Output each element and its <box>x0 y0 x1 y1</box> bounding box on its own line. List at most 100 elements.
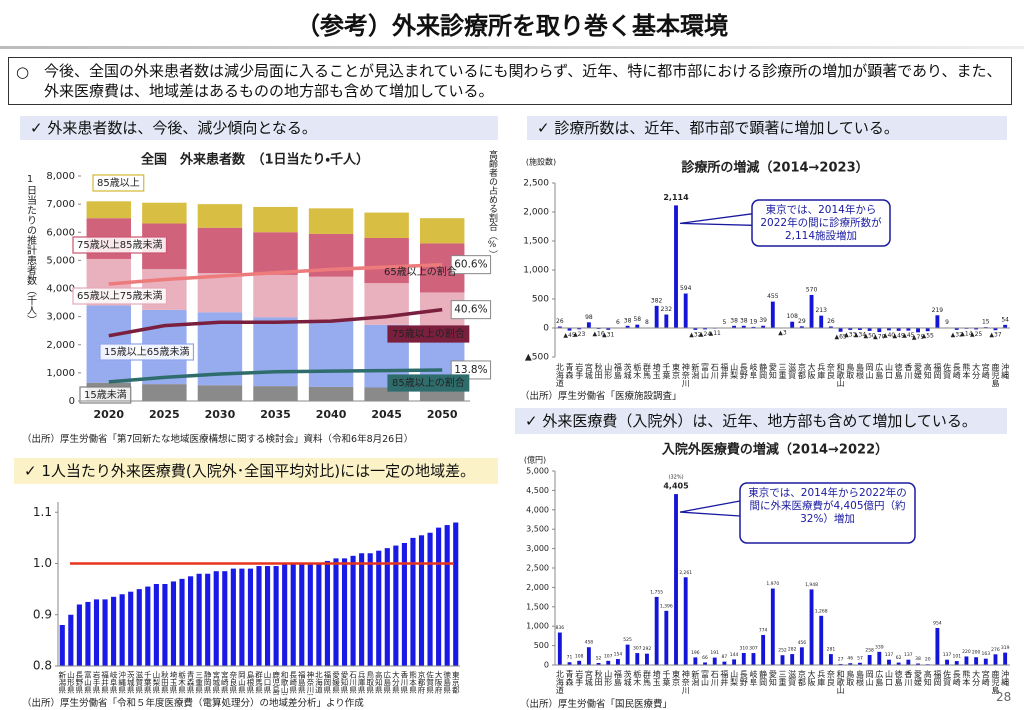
bar-segment <box>253 232 297 275</box>
x-tick-label: 北海道 <box>555 363 564 388</box>
value-label: 38 <box>730 317 738 324</box>
value-label: 15 <box>982 319 990 326</box>
x-tick-label: 宮城 <box>584 362 593 380</box>
bar <box>222 571 227 666</box>
value-label: 71 <box>567 655 573 661</box>
annotation-pointer <box>680 214 752 226</box>
bar <box>197 574 202 666</box>
chart-title: 入院外医療費の増減（2014→2022） <box>661 442 888 458</box>
x-tick-label: 愛知 <box>768 669 777 687</box>
x-tick-label: 沖縄 <box>1001 669 1010 687</box>
bar <box>85 602 90 666</box>
value-label: ▲23 <box>573 331 585 338</box>
value-label: 62 <box>896 655 902 661</box>
bar <box>154 584 159 666</box>
value-label: 19 <box>750 318 758 325</box>
bar <box>974 657 978 665</box>
value-label: 191 <box>710 650 719 656</box>
bar <box>935 315 939 328</box>
value-label: 108 <box>575 653 584 659</box>
bar <box>410 538 415 666</box>
bar <box>299 564 304 667</box>
y-tick-label: 1,500 <box>526 602 549 611</box>
y-tick-label: 6,000 <box>46 227 75 238</box>
y-tick-label: 4,000 <box>526 505 549 514</box>
y2-axis-label: 高齢者の占める割合（%） <box>487 149 498 259</box>
y-tick-label: 4,000 <box>46 284 75 295</box>
bar <box>693 657 697 665</box>
bar <box>60 625 65 666</box>
bar <box>752 653 756 665</box>
x-tick-label: 愛媛 <box>914 362 923 380</box>
bar <box>376 551 381 666</box>
source-note: （出所）厚生労働省「第7回新たな地域医療構想に関する検討会」資料（令和6年8月2… <box>22 431 413 445</box>
value-label: 9 <box>945 319 949 326</box>
bar <box>128 592 133 666</box>
value-label: 98 <box>585 314 593 321</box>
bar <box>587 647 591 665</box>
bar <box>282 564 287 667</box>
x-tick-label: 岡山 <box>865 670 874 686</box>
value-label: 8 <box>645 319 649 326</box>
x-tick-label: 京都 <box>797 670 806 687</box>
bar-segment <box>253 386 297 401</box>
y-tick-label: 3,000 <box>526 544 549 553</box>
x-tick-label: 広島 <box>875 363 884 380</box>
x-tick-label: 熊本 <box>962 362 971 380</box>
x-tick-label: 千葉 <box>662 362 671 380</box>
x-tick-label: 群馬 <box>642 362 651 380</box>
bar <box>771 589 775 665</box>
bar <box>664 611 668 665</box>
x-tick-label: 山形 <box>604 363 613 380</box>
bar <box>402 543 407 666</box>
value-label: 27 <box>838 656 844 662</box>
value-label: 292 <box>643 646 652 652</box>
bar-segment <box>309 277 353 321</box>
bar <box>214 571 219 666</box>
bar <box>145 587 150 666</box>
x-tick-label: 島根 <box>855 362 864 380</box>
ratio-chart: 0.80.91.01.1新潟県山形県長野県富山県岩手県福井県岐阜県沖縄県茨城県滋… <box>20 495 500 695</box>
bar-segment <box>420 218 464 243</box>
y-tick-label: 5,000 <box>46 255 75 266</box>
value-label: 57 <box>857 655 863 661</box>
x-tick-label: 新潟 <box>691 670 700 687</box>
patients-chart: 全国 外来患者数 （1日当たり・千人）1日当たりの推計患者数（千人）高齢者の占め… <box>0 148 505 430</box>
value-label: 525 <box>623 637 632 643</box>
x-tick-label: 山口 <box>884 363 893 379</box>
bar <box>819 316 823 328</box>
y-tick-label: 5,000 <box>526 467 549 476</box>
value-label: 252 <box>778 648 787 654</box>
bar <box>274 566 279 666</box>
value-label: 108 <box>786 313 798 320</box>
x-tick-label: 岐阜 <box>749 669 758 687</box>
bar <box>137 589 142 666</box>
unit-label: (億円) <box>524 455 546 465</box>
value-label: 39 <box>759 317 767 324</box>
x-tick-label: 2030 <box>205 408 236 421</box>
y-tick-label: 2,000 <box>46 340 75 351</box>
x-tick-label: 茨城 <box>623 669 632 687</box>
value-label: 319 <box>1001 645 1010 651</box>
value-label: 836 <box>556 625 565 631</box>
x-tick-label: 2050 <box>427 408 458 421</box>
bar <box>1003 653 1007 665</box>
x-tick-label: 奈良 <box>826 669 835 687</box>
bar <box>445 525 450 666</box>
value-label: 2,261 <box>679 570 692 576</box>
x-tick-label: 福岡 <box>933 362 942 380</box>
value-label: 458 <box>585 640 594 646</box>
bar-segment <box>198 204 242 228</box>
x-tick-label: 兵庫 <box>817 669 826 687</box>
y-tick-label: 8,000 <box>46 171 75 182</box>
value-label: 6 <box>616 319 620 326</box>
value-label: 1,970 <box>766 581 779 587</box>
series-label: 15歳以上65歳未満 <box>104 346 189 358</box>
value-label: 137 <box>885 652 894 658</box>
x-tick-label: 静岡 <box>759 669 768 687</box>
bar <box>868 655 872 665</box>
page-number: 28 <box>996 690 1011 704</box>
bar <box>248 569 253 666</box>
line-end-label: 13.8% <box>454 364 487 376</box>
page-title: （参考）外来診療所を取り巻く基本環境 <box>0 6 1024 41</box>
